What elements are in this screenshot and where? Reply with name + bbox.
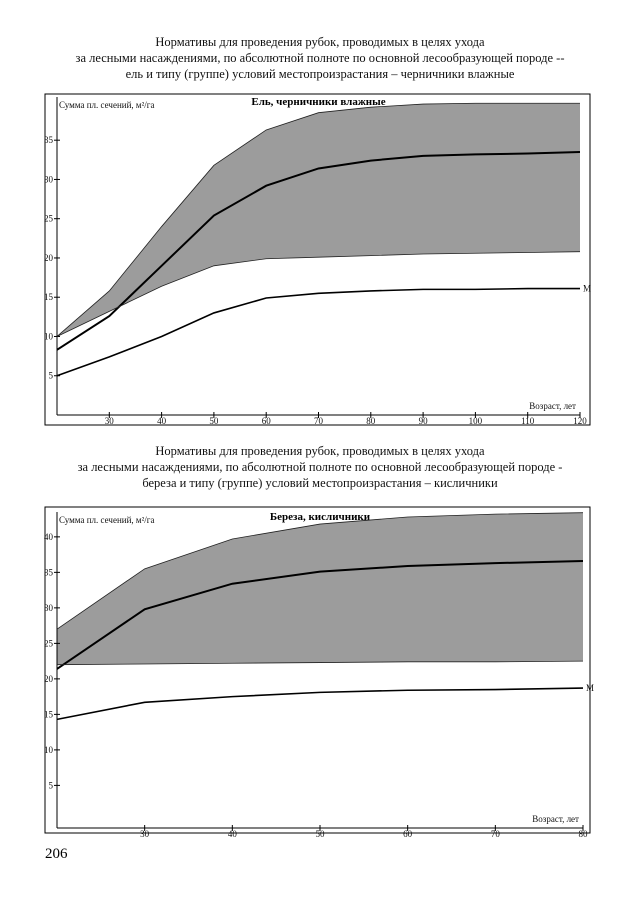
x-tick-label: 80	[579, 829, 589, 839]
y-tick-label: 30	[44, 174, 54, 184]
x-tick-label: 30	[140, 829, 150, 839]
series-line	[56, 287, 580, 377]
x-axis-label: Возраст, лет	[529, 401, 576, 411]
y-tick-label: 15	[44, 292, 54, 302]
series-line	[56, 512, 584, 630]
y-tick-label: 30	[44, 603, 54, 613]
x-tick-label: 120	[573, 416, 587, 426]
shaded-zone	[57, 512, 583, 665]
series-label: M	[583, 284, 591, 294]
x-tick-label: 40	[228, 829, 238, 839]
y-tick-label: 20	[44, 253, 54, 263]
y-tick-label: 15	[44, 709, 54, 719]
y-tick-label: 25	[44, 214, 54, 224]
x-tick-label: 110	[521, 416, 535, 426]
x-tick-label: 30	[105, 416, 115, 426]
y-tick-label: 20	[44, 674, 54, 684]
y-tick-label: 10	[44, 745, 54, 755]
x-tick-label: 90	[419, 416, 429, 426]
y-tick-label: 25	[44, 638, 54, 648]
x-tick-label: 80	[366, 416, 376, 426]
x-tick-label: 40	[157, 416, 167, 426]
series-line	[56, 687, 584, 721]
x-tick-label: 70	[491, 829, 501, 839]
series-line	[56, 559, 584, 670]
x-tick-label: 70	[314, 416, 324, 426]
chart-heading: береза и типу (группе) условий местопрои…	[142, 476, 498, 490]
chart-heading: ель и типу (группе) условий местопроизра…	[126, 67, 515, 81]
y-tick-label: 40	[44, 532, 54, 542]
series-line	[56, 660, 584, 666]
y-tick-label: 5	[49, 371, 54, 381]
y-tick-label: 35	[44, 567, 54, 577]
x-tick-label: 50	[316, 829, 326, 839]
x-axis-label: Возраст, лет	[532, 814, 579, 824]
y-tick-label: 5	[49, 780, 54, 790]
chart-subtitle: Береза, кисличники	[270, 511, 371, 523]
page-number: 206	[45, 846, 68, 862]
shaded-zone	[57, 103, 580, 337]
chart-heading: за лесными насаждениями, по абсолютной п…	[76, 51, 565, 65]
chart-frame	[44, 506, 591, 834]
chart-heading: Нормативы для проведения рубок, проводим…	[155, 35, 485, 49]
series-line	[56, 150, 581, 351]
x-tick-label: 50	[209, 416, 219, 426]
x-tick-label: 60	[403, 829, 413, 839]
series-line	[56, 251, 581, 337]
x-tick-label: 100	[469, 416, 483, 426]
chart-heading: за лесными насаждениями, по абсолютной п…	[78, 460, 563, 474]
y-tick-label: 35	[44, 135, 54, 145]
chart-subtitle: Ель, черничники влажные	[251, 96, 385, 108]
y-axis-label: Сумма пл. сечений, м²/га	[59, 515, 154, 525]
x-tick-label: 60	[262, 416, 272, 426]
chart-frame	[44, 93, 591, 426]
series-label: M	[586, 683, 594, 693]
y-axis-label: Сумма пл. сечений, м²/га	[59, 100, 154, 110]
chart-heading: Нормативы для проведения рубок, проводим…	[155, 444, 485, 458]
series-line	[56, 102, 580, 337]
y-tick-label: 10	[44, 331, 54, 341]
